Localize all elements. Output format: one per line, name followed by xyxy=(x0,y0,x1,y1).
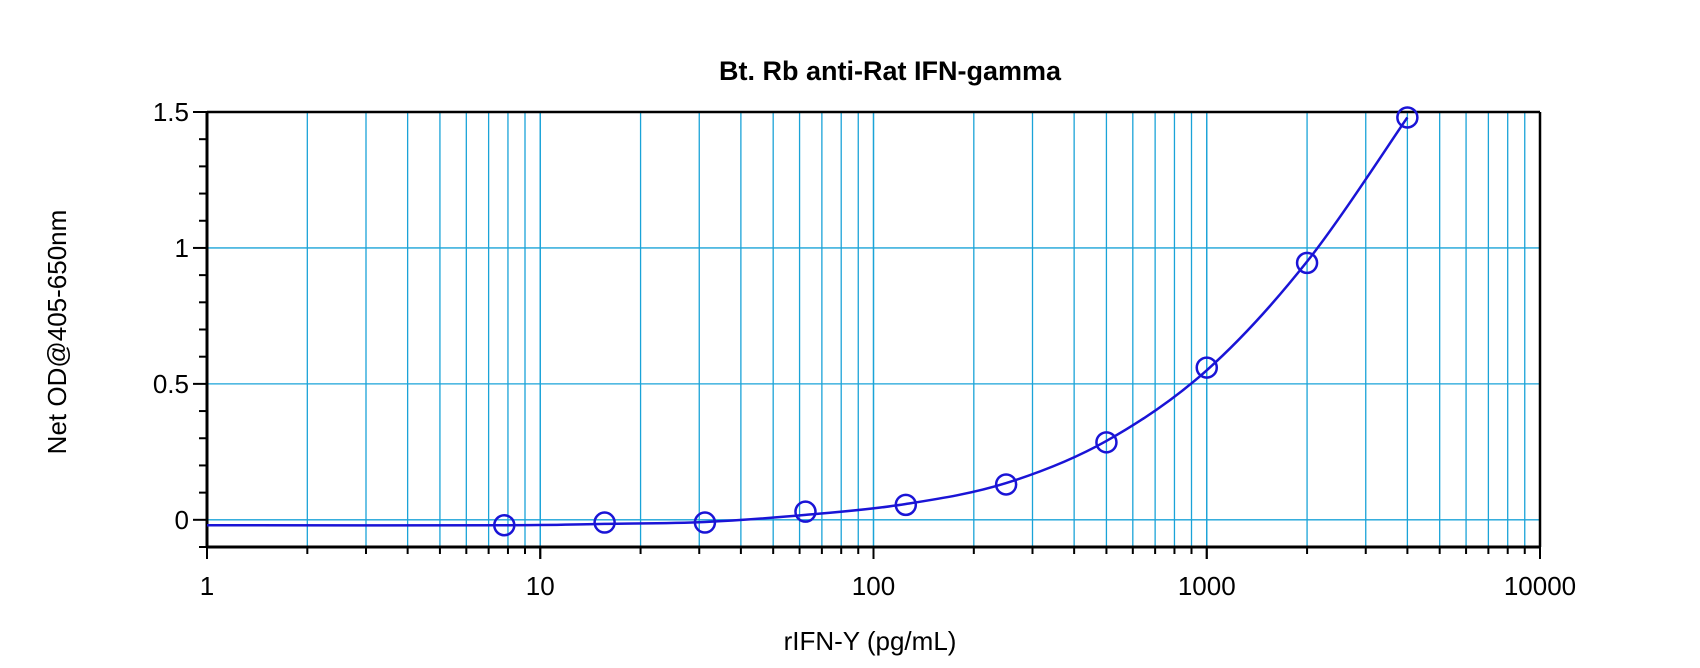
y-tick-label: 0 xyxy=(175,505,189,535)
x-tick-label: 1 xyxy=(200,571,214,601)
data-point xyxy=(794,500,817,523)
data-point xyxy=(1195,356,1218,379)
grid xyxy=(206,111,1541,547)
data-point xyxy=(1295,251,1319,275)
data-point xyxy=(493,514,516,537)
x-tick-label: 10 xyxy=(526,571,555,601)
x-tick-label: 10000 xyxy=(1504,571,1576,601)
data-points xyxy=(493,106,1419,537)
y-tick-label: 1.5 xyxy=(153,97,189,127)
y-axis-ticks: 0 0.5 1 1.5 xyxy=(153,97,207,548)
x-tick-label: 100 xyxy=(852,571,895,601)
y-tick-label: 0.5 xyxy=(153,369,189,399)
data-point xyxy=(593,511,616,534)
x-axis-title: rIFN-Y (pg/mL) xyxy=(784,626,957,656)
data-point xyxy=(894,493,918,517)
y-tick-label: 1 xyxy=(175,233,189,263)
fit-curve-group xyxy=(206,116,1409,527)
fit-curve xyxy=(206,116,1409,527)
chart-title: Bt. Rb anti-Rat IFN-gamma xyxy=(719,56,1062,86)
y-axis-title: Net OD@405-650nm xyxy=(42,210,72,455)
x-axis-ticks: 1 10 100 1000 10000 xyxy=(200,547,1576,601)
data-point xyxy=(1396,106,1419,129)
data-point xyxy=(994,473,1018,496)
data-point xyxy=(693,511,717,534)
data-point xyxy=(1095,431,1118,454)
x-tick-label: 1000 xyxy=(1178,571,1236,601)
